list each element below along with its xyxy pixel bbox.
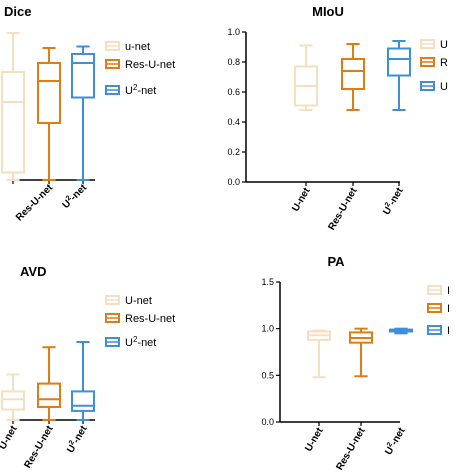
legend-label: I — [447, 285, 450, 297]
box-res-u-net — [37, 47, 61, 181]
legend-item: R — [420, 57, 448, 69]
box-u-net — [1, 373, 25, 421]
box-u2-net — [71, 45, 95, 181]
box-iqr — [341, 58, 365, 90]
box-iqr — [387, 47, 411, 77]
x-tick-label: U2-net — [380, 185, 405, 217]
legend-item: Res-U-net — [105, 59, 175, 71]
y-tick-label: 0.6 — [227, 87, 240, 97]
box-u-net — [294, 44, 318, 111]
legend-item: I — [427, 325, 450, 337]
y-tick-label: 1.0 — [227, 27, 240, 37]
y-tick-label: 0.8 — [227, 57, 240, 67]
legend-label: I — [447, 325, 450, 337]
legend-label: U2-net — [125, 335, 156, 349]
box-res-u-net — [349, 327, 373, 378]
chart-title: Dice — [4, 4, 31, 19]
legend-label: Res-U-net — [125, 59, 175, 71]
legend-item: Res-U-net — [105, 313, 175, 325]
box-res-u-net — [341, 43, 365, 111]
y-tick-label: 0.0 — [227, 177, 240, 187]
legend-item: u-net — [105, 41, 150, 53]
legend-label: U2-net — [125, 83, 156, 97]
box-iqr — [71, 390, 95, 412]
x-tick-label: Res-U-net — [22, 423, 55, 470]
chart-title: PA — [327, 254, 345, 269]
legend-label: U-net — [125, 295, 152, 307]
box-iqr — [1, 71, 25, 174]
legend-label: u-net — [125, 41, 150, 53]
legend-item: I — [427, 303, 450, 315]
box-iqr — [37, 62, 61, 124]
box-iqr — [1, 390, 25, 411]
x-tick-label: Res-U-net — [14, 182, 56, 224]
legend-label: U — [440, 39, 448, 51]
x-tick-label: Res-U-net — [334, 425, 367, 472]
box-iqr — [71, 53, 95, 99]
legend-label: I — [447, 303, 450, 315]
legend-item: U — [420, 39, 448, 51]
y-tick-label: 0.5 — [261, 370, 274, 380]
legend-item: U2-net — [105, 335, 156, 349]
y-tick-label: 0.2 — [227, 147, 240, 157]
box-u2-net — [71, 341, 95, 421]
y-tick-label: 1.5 — [261, 277, 274, 287]
x-tick-label: U-net — [0, 423, 20, 451]
box-res-u-net — [37, 346, 61, 421]
x-tick-label: U-net — [303, 425, 326, 453]
box-iqr — [37, 382, 61, 409]
chart-title: MIoU — [312, 4, 344, 19]
y-tick-label: 1.0 — [261, 324, 274, 334]
x-tick-label: U2-net — [382, 425, 407, 457]
y-tick-label: 0.4 — [227, 117, 240, 127]
box-u2-net — [389, 327, 413, 335]
box-u-net — [307, 329, 331, 379]
legend-label: R — [440, 57, 448, 69]
legend-label: U — [440, 81, 448, 93]
x-tick-label: Res-U-net — [326, 185, 359, 232]
panel-miou: MIoU 0.0 0.2 0.4 0.6 0.8 1.0 U-net Res-U-net U2-n… — [227, 4, 448, 232]
box-u-net — [1, 32, 25, 181]
chart-title: AVD — [20, 264, 46, 279]
legend-item: I — [427, 285, 450, 297]
x-tick-label: U2-net — [64, 423, 89, 455]
y-tick-label: 0.0 — [261, 417, 274, 427]
x-tick-label: U-net — [290, 185, 313, 213]
legend-item: U — [420, 81, 448, 93]
box-u2-net — [387, 40, 411, 111]
legend-item: U2-net — [105, 83, 156, 97]
legend-item: U-net — [105, 295, 152, 307]
x-tick-label: U2-net — [60, 181, 90, 211]
legend-label: Res-U-net — [125, 313, 175, 325]
